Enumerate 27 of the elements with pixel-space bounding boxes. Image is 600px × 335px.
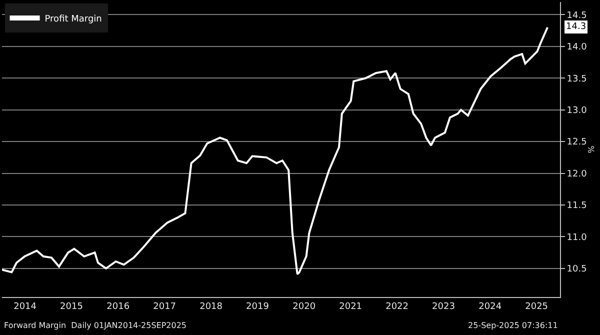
y-tick-label: 14.5 (566, 10, 587, 21)
y-tick-label: 14.0 (566, 42, 588, 53)
line-series (2, 26, 549, 276)
text: 14.3 (566, 22, 586, 32)
y-axis-title: % (587, 145, 596, 154)
y-tick-label: 13.0 (566, 106, 588, 116)
x-tick-label: 2019 (246, 302, 270, 312)
x-tick-label: 2024 (478, 302, 502, 312)
y-tick-label: 12.0 (566, 169, 588, 180)
y-tick-label: 11.5 (566, 201, 587, 212)
text: Forward Margin Daily 01JAN2014-25SEP2025 (4, 321, 187, 330)
y-tick-label: 12.5 (566, 138, 587, 148)
x-tick-label: 2015 (60, 302, 83, 312)
y-tick-label: 11.0 (566, 232, 588, 243)
x-tick-label: 2016 (106, 302, 130, 312)
text: 25-Sep-2025 07:36:11 (468, 321, 558, 330)
y-tick-label: 10.5 (566, 264, 587, 275)
x-tick-label: 2021 (339, 302, 362, 312)
x-tick-label: 2022 (386, 302, 408, 312)
x-tick-label: 2017 (153, 302, 176, 312)
x-tick-label: 2018 (200, 302, 223, 312)
x-tick-label: 2014 (14, 302, 37, 312)
x-tick-label: 2023 (432, 302, 455, 312)
legend-label: Profit Margin (44, 14, 102, 24)
y-tick-label: 13.5 (566, 74, 587, 84)
x-tick-label: 2025 (525, 302, 548, 312)
x-tick-label: 2020 (292, 302, 316, 312)
